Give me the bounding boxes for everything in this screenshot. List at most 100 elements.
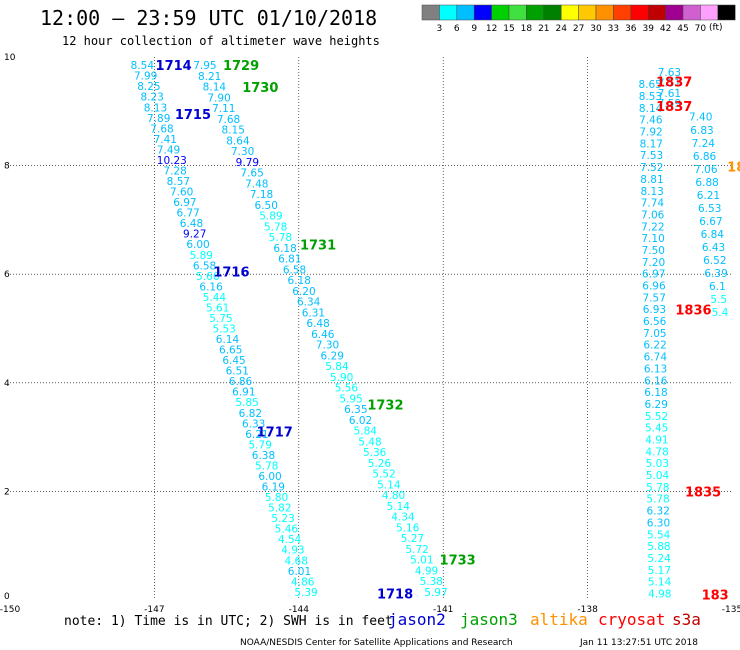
wave-height-value: 5.03	[646, 458, 669, 470]
wave-height-value: 5.52	[645, 411, 668, 423]
pass-time-label: 1835	[685, 485, 721, 500]
wave-height-value: 5.84	[325, 361, 349, 373]
wave-height-value: 7.59	[658, 98, 681, 110]
x-tick-label: -144	[289, 605, 310, 615]
wave-height-value: 5.95	[339, 393, 362, 405]
wave-height-value: 8.64	[226, 135, 250, 147]
wave-height-value: 5.89	[259, 211, 282, 223]
wave-height-value: 7.50	[642, 245, 665, 257]
wave-height-value: 8.53	[639, 91, 662, 103]
colorbar-swatch	[682, 4, 701, 21]
wave-height-value: 6.01	[288, 566, 311, 578]
wave-height-value: 4.93	[281, 545, 304, 557]
colorbar-label: 12	[486, 24, 497, 34]
legend-jason2: jason2	[388, 610, 446, 629]
wave-height-value: 5.78	[269, 232, 292, 244]
wave-height-value: 6.13	[644, 363, 667, 375]
wave-height-value: 4.78	[645, 446, 668, 458]
wave-height-value: 7.60	[170, 187, 193, 199]
wave-height-value: 7.22	[641, 221, 664, 233]
colorbar-swatch	[526, 4, 545, 21]
wave-height-value: 8.14	[203, 82, 227, 94]
wave-height-value: 5.78	[255, 460, 278, 472]
wave-height-value: 7.68	[217, 114, 240, 126]
wave-height-value: 5.39	[294, 587, 317, 599]
pass-time-label: 1716	[213, 265, 249, 280]
pass-time-label: 1718	[377, 587, 413, 602]
wave-height-value: 5.97	[424, 587, 447, 599]
wave-height-value: 6.18	[644, 387, 667, 399]
wave-height-value: 5.24	[647, 553, 671, 565]
wave-height-value: 6.77	[176, 208, 199, 220]
x-tick-label: -147	[144, 605, 164, 615]
wave-height-value: 6.33	[242, 418, 265, 430]
wave-height-value: 5.14	[648, 577, 672, 589]
wave-height-value: 8.54	[131, 60, 155, 72]
wave-height-value: 5.72	[405, 544, 428, 556]
wave-height-value: 5.26	[368, 458, 392, 470]
colorbar-swatch	[647, 4, 666, 21]
colorbar-swatch	[665, 4, 684, 21]
wave-height-value: 7.41	[154, 134, 177, 146]
wave-height-value: 6.14	[216, 334, 240, 346]
pass-time-label: 1837	[656, 100, 692, 115]
colorbar-label: 9	[471, 24, 477, 34]
wave-height-value: 10.23	[157, 155, 187, 167]
wave-height-value: 7.61	[658, 88, 681, 100]
wave-height-value: 7.24	[692, 138, 716, 150]
wave-height-value: 5.36	[363, 447, 387, 459]
wave-height-value: 6.29	[321, 350, 344, 362]
colorbar-swatch	[421, 4, 440, 21]
colorbar-legend: 3 6 9 12 15 18 21 24 27 30 33 36 39 42 45 70	[421, 4, 736, 34]
wave-height-value: 7.30	[231, 146, 254, 158]
wave-height-value: 8.65	[638, 79, 661, 91]
wave-height-value: 6.97	[173, 197, 196, 209]
y-tick-label: 0	[4, 592, 10, 602]
wave-height-value: 7.20	[642, 257, 665, 269]
wave-height-value: 5.61	[206, 302, 229, 314]
wave-height-value: 6.84	[701, 229, 725, 241]
wave-height-value: 5.14	[377, 479, 401, 491]
pass-time-label: 1715	[175, 108, 211, 123]
colorbar-swatch	[491, 4, 510, 21]
wave-height-value: 6.48	[180, 218, 203, 230]
satellite-tracks: 8.547.998.258.238.137.897.687.417.4910.2…	[131, 60, 729, 600]
wave-height-value: 6.30	[647, 517, 670, 529]
wave-height-value: 7.74	[641, 198, 665, 210]
wave-height-value: 6.96	[642, 281, 666, 293]
wave-height-value: 6.83	[690, 125, 713, 137]
pass-time-label: 183	[702, 589, 729, 604]
colorbar-label: 24	[555, 24, 567, 34]
wave-height-value: 7.46	[639, 115, 663, 127]
colorbar-swatch	[543, 4, 562, 21]
wave-height-value: 6.52	[703, 255, 726, 267]
wave-height-value: 5.5	[710, 294, 727, 306]
wave-height-value: 6.20	[292, 286, 315, 298]
x-tick-label: -150	[0, 605, 20, 615]
wave-height-value: 7.49	[157, 144, 180, 156]
wave-height-value: 7.51	[658, 78, 681, 90]
colorbar-swatch	[717, 4, 736, 21]
wave-height-value: 7.06	[694, 164, 718, 176]
legend-jason3: jason3	[460, 610, 518, 629]
y-tick-label: 6	[4, 270, 10, 280]
wave-height-value: 6.43	[702, 242, 725, 254]
wave-height-value: 5.45	[645, 423, 668, 435]
wave-height-value: 6.18	[288, 275, 311, 287]
wave-height-value: 7.90	[207, 92, 230, 104]
colorbar-label: 18	[521, 24, 533, 34]
footer-timestamp: Jan 11 13:27:51 UTC 2018	[579, 638, 698, 648]
wave-height-value: 5.78	[264, 221, 287, 233]
wave-height-value: 6.35	[344, 404, 367, 416]
colorbar-label: 15	[503, 24, 514, 34]
colorbar-swatch	[700, 4, 719, 21]
wave-height-value: 4.99	[415, 565, 438, 577]
wave-height-value: 6.19	[262, 482, 285, 494]
wave-height-value: 5.66	[196, 271, 220, 283]
wave-height-value: 6.56	[643, 316, 667, 328]
wave-height-value: 5.44	[203, 292, 227, 304]
wave-height-value: 5.48	[358, 436, 381, 448]
y-tick-label: 2	[4, 487, 10, 497]
wave-height-value: 6.00	[186, 239, 209, 251]
wave-height-value: 7.99	[134, 71, 157, 83]
